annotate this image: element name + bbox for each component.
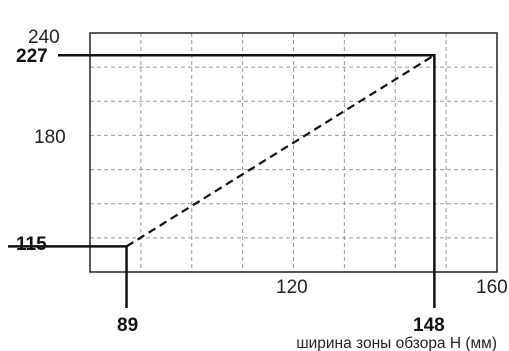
x-axis-label: ширина зоны обзора H (мм) — [296, 335, 497, 351]
marker-label-89: 89 — [117, 315, 138, 336]
marker-line-148-227 — [58, 53, 436, 308]
x-tick-label-160: 160 — [476, 277, 508, 298]
plot-frame — [89, 32, 498, 273]
marker-line-89-115 — [8, 245, 128, 308]
x-tick-label-120: 120 — [276, 277, 308, 298]
y-tick-label-180: 180 — [34, 127, 66, 148]
y-tick-label-240: 240 — [28, 27, 60, 48]
marker-label-227: 227 — [16, 46, 48, 67]
marker-label-115: 115 — [16, 234, 47, 255]
data-series-line — [125, 54, 435, 248]
marks — [8, 53, 436, 308]
grid — [90, 33, 497, 272]
marker-label-148: 148 — [413, 315, 445, 336]
